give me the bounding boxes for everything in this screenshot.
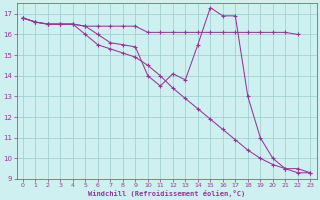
X-axis label: Windchill (Refroidissement éolien,°C): Windchill (Refroidissement éolien,°C) xyxy=(88,190,245,197)
